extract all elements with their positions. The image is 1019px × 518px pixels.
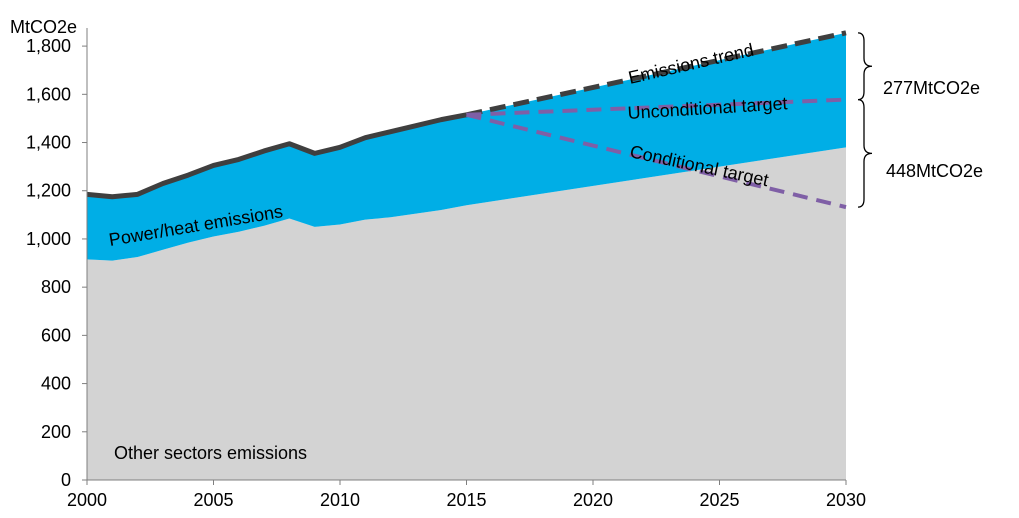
y-tick-label: 800 (41, 277, 71, 297)
y-tick-label: 200 (41, 422, 71, 442)
y-tick-label: 1,800 (26, 36, 71, 56)
y-tick-label: 1,600 (26, 84, 71, 104)
emissions-trend-line-historical (86, 112, 467, 200)
x-tick-label: 2000 (67, 490, 107, 510)
x-tick-label: 2030 (826, 490, 866, 510)
gap-lower-label: 448MtCO2e (886, 161, 983, 181)
other-sectors-area (87, 147, 846, 481)
y-tick-label: 600 (41, 325, 71, 345)
x-tick-label: 2015 (446, 490, 486, 510)
power-heat-area (87, 32, 846, 261)
conditional-target-line (466, 112, 847, 210)
gap-upper-label: 277MtCO2e (883, 78, 980, 98)
x-tick-label: 2025 (699, 490, 739, 510)
unconditional-target-line (466, 97, 847, 117)
y-tick-label: 0 (61, 470, 71, 490)
y-tick-label: 1,200 (26, 181, 71, 201)
bracket-layer (857, 32, 873, 208)
other-sectors-label: Other sectors emissions (114, 443, 307, 463)
area-layer (87, 32, 846, 481)
y-tick-label: 1,400 (26, 133, 71, 153)
y-unit-label: MtCO2e (10, 17, 77, 37)
axes-layer: 0 200 400 600 800 1,000 1,200 1,400 1,600 1,800 20… (26, 28, 866, 510)
emissions-trend-line-projection (465, 30, 847, 118)
y-tick-label: 400 (41, 374, 71, 394)
y-tick-label: 1,000 (26, 229, 71, 249)
x-tick-label: 2005 (193, 490, 233, 510)
x-tick-label: 2020 (573, 490, 613, 510)
line-layer (86, 30, 847, 210)
x-tick-label: 2010 (320, 490, 360, 510)
gap-lower-bracket (857, 98, 873, 208)
gap-upper-bracket (857, 32, 873, 101)
